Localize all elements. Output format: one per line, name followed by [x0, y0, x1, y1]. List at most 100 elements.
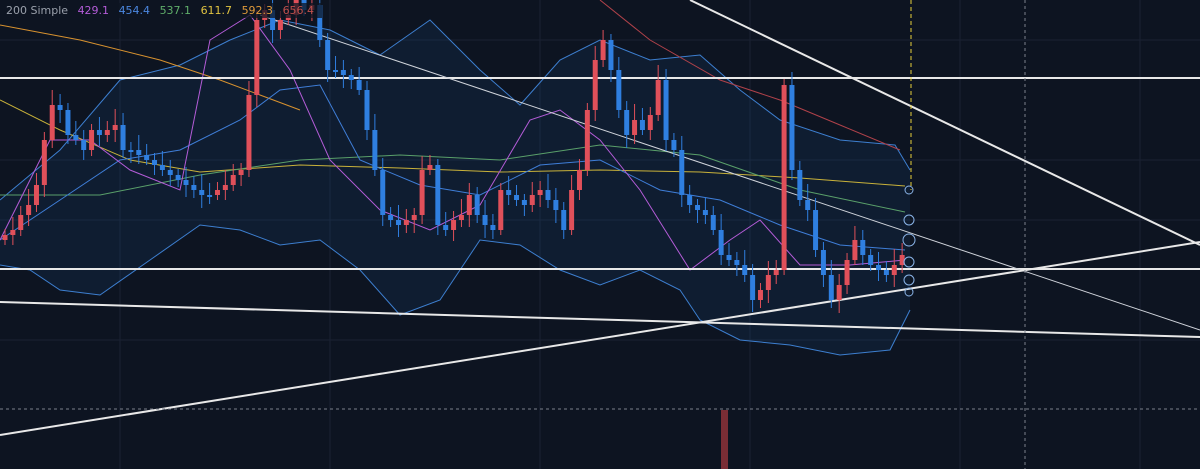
- candle-body: [167, 170, 173, 175]
- candle-body: [89, 130, 95, 150]
- candle-body: [765, 275, 771, 290]
- candle-body: [695, 205, 701, 210]
- candle-body: [41, 140, 47, 185]
- trend-line: [689, 0, 1200, 246]
- candle-body: [128, 150, 134, 152]
- candle-body: [860, 240, 866, 255]
- candle-body: [270, 10, 276, 30]
- candle-body: [663, 80, 669, 140]
- candle-body: [183, 180, 189, 185]
- candle-body: [537, 190, 543, 195]
- candle-body: [687, 195, 693, 205]
- candle-body: [820, 250, 826, 275]
- candle-body: [175, 175, 181, 180]
- candle-body: [81, 140, 87, 150]
- candle-body: [545, 190, 551, 200]
- bollinger-upper: [0, 19, 911, 201]
- candle-body: [710, 215, 716, 230]
- candle-body: [883, 270, 889, 275]
- candle-body: [277, 20, 283, 30]
- candle-body: [317, 5, 323, 40]
- ma-red: [599, 0, 901, 151]
- candle-body: [356, 80, 362, 90]
- candle-body: [608, 40, 614, 70]
- candle-body: [380, 170, 386, 215]
- candle-body: [789, 85, 795, 170]
- candle-body: [647, 115, 653, 130]
- candle-body: [136, 150, 142, 155]
- indicator-value: 611.7: [200, 4, 233, 17]
- candle-body: [10, 230, 16, 235]
- candle-body: [474, 195, 480, 215]
- candle-body: [498, 190, 504, 230]
- candle-body: [781, 85, 787, 270]
- ma-green: [0, 144, 906, 213]
- candle-body: [333, 70, 339, 72]
- indicator-label: 200 Simple: [6, 4, 69, 17]
- candle-body: [718, 230, 724, 255]
- candle-body: [813, 210, 819, 250]
- candle-body: [18, 215, 24, 230]
- candle-body: [828, 275, 834, 300]
- candle-body: [33, 185, 39, 205]
- candle-body: [207, 195, 213, 197]
- candle-body: [521, 200, 527, 205]
- candle-body: [891, 265, 897, 275]
- candle-body: [592, 60, 598, 110]
- candle-body: [671, 140, 677, 150]
- candle-body: [325, 40, 331, 70]
- candle-body: [561, 210, 567, 230]
- candle-body: [757, 290, 763, 300]
- candle-body: [750, 275, 756, 300]
- candle-body: [899, 255, 905, 265]
- projection-markers: [902, 185, 916, 297]
- candle-body: [466, 195, 472, 215]
- candle-body: [26, 205, 32, 215]
- candle-body: [395, 220, 401, 225]
- candle-body: [482, 215, 488, 225]
- candle-body: [427, 165, 433, 170]
- candle-body: [852, 240, 858, 260]
- candle-body: [159, 165, 165, 170]
- indicator-value: 454.4: [118, 4, 151, 17]
- candle-body: [679, 150, 685, 195]
- candle-body: [655, 80, 661, 115]
- ma-orange: [0, 24, 301, 111]
- candle-body: [372, 130, 378, 170]
- candle-body: [836, 285, 842, 300]
- candle-body: [702, 210, 708, 215]
- candle-body: [868, 255, 874, 265]
- candle-body: [246, 95, 252, 170]
- candle-body: [2, 235, 8, 240]
- candle-body: [742, 265, 748, 275]
- candle-body: [112, 125, 118, 130]
- candle-body: [57, 105, 63, 110]
- indicator-legend: 200 Simple 429.1 454.4 537.1 611.7 592.3…: [4, 3, 323, 18]
- volume-bar: [721, 410, 728, 469]
- trend-line: [259, 14, 1200, 331]
- candle-body: [506, 190, 512, 195]
- candle-body: [624, 110, 630, 135]
- candle-body: [238, 170, 244, 175]
- indicator-value: 656.4: [282, 4, 315, 17]
- candle-body: [773, 270, 779, 275]
- candle-body: [600, 40, 606, 60]
- candle-body: [443, 225, 449, 230]
- bollinger-fill: [0, 20, 910, 355]
- indicator-value: 429.1: [77, 4, 110, 17]
- candle-body: [104, 130, 110, 135]
- candle-body: [632, 120, 638, 135]
- ma-purple: [0, 14, 906, 271]
- candle-body: [191, 185, 197, 190]
- indicator-value: 592.3: [241, 4, 274, 17]
- candle-body: [222, 185, 228, 190]
- candle-body: [569, 190, 575, 230]
- candle-body: [553, 200, 559, 210]
- candle-body: [876, 265, 882, 270]
- candle-body: [49, 105, 55, 140]
- candle-body: [616, 70, 622, 110]
- candle-body: [584, 110, 590, 170]
- candle-body: [96, 130, 102, 135]
